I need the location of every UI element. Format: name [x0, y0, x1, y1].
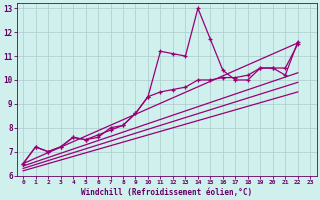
- X-axis label: Windchill (Refroidissement éolien,°C): Windchill (Refroidissement éolien,°C): [81, 188, 252, 197]
